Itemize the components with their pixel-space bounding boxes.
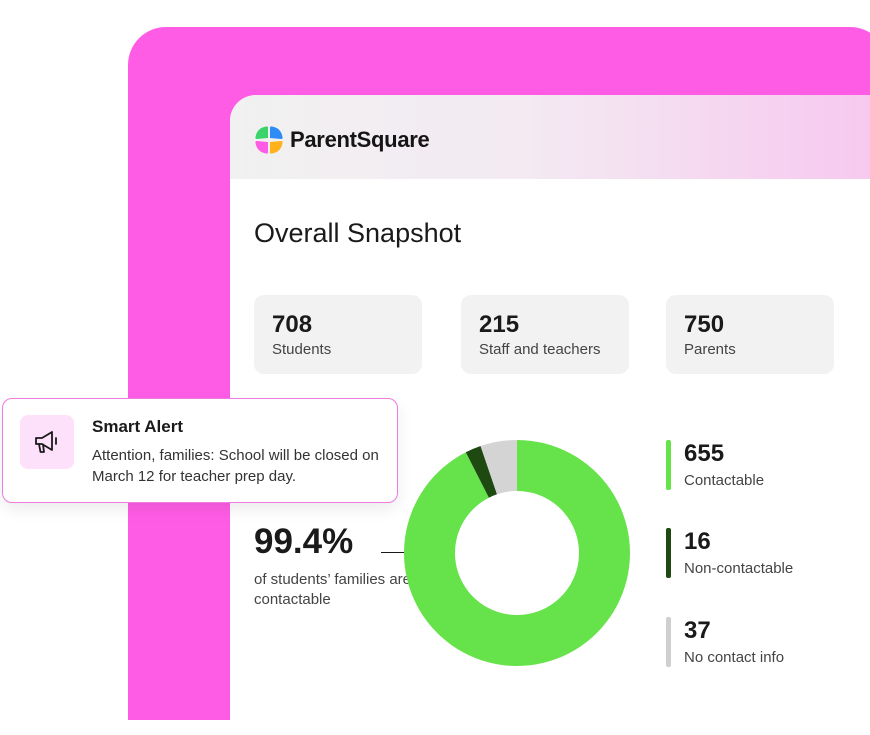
stat-students: 708 Students (254, 295, 422, 374)
legend-color-bar (666, 528, 671, 578)
smart-alert-card[interactable]: Smart Alert Attention, families: School … (2, 398, 398, 503)
parentsquare-logo-icon (255, 126, 283, 154)
parentsquare-logo[interactable]: ParentSquare (254, 125, 430, 155)
stat-label: Students (272, 341, 332, 358)
stat-staff: 215 Staff and teachers (461, 295, 629, 374)
legend-value: 16 (684, 528, 711, 555)
stat-value: 750 (684, 311, 725, 338)
legend-value: 37 (684, 617, 711, 644)
contactability-donut-chart (404, 440, 630, 666)
brand-name: ParentSquare (290, 127, 430, 152)
donut-slice-contactable (404, 440, 630, 666)
legend-label: Contactable (684, 472, 765, 489)
stat-value: 215 (479, 311, 520, 338)
leader-line (381, 552, 427, 553)
page-title: Overall Snapshot (254, 218, 462, 248)
contactable-percent: 99.4% (254, 522, 354, 561)
legend-contactable: 655 Contactable (666, 440, 870, 490)
card-header: ParentSquare (230, 95, 870, 179)
legend-value: 655 (684, 440, 725, 467)
dashboard-card: ParentSquare (230, 95, 870, 735)
megaphone-icon (35, 431, 57, 453)
alert-message: Attention, families: School will be clos… (92, 447, 379, 485)
legend-color-bar (666, 440, 671, 490)
donut-slice-no-contact-info (480, 440, 517, 495)
stat-value: 708 (272, 311, 313, 338)
donut-slice-non-contactable (465, 446, 498, 498)
stat-parents: 750 Parents (666, 295, 834, 374)
contactable-percent-description: of students’ families are contactable (254, 571, 412, 608)
legend-label: Non-contactable (684, 560, 794, 577)
stat-label: Parents (684, 341, 736, 358)
legend-no-contact-info: 37 No contact info (666, 617, 870, 667)
legend-label: No contact info (684, 649, 785, 666)
legend-non-contactable: 16 Non-contactable (666, 528, 870, 578)
alert-title: Smart Alert (92, 417, 184, 436)
alert-icon-box (20, 415, 74, 469)
stat-label: Staff and teachers (479, 341, 601, 358)
legend-color-bar (666, 617, 671, 667)
